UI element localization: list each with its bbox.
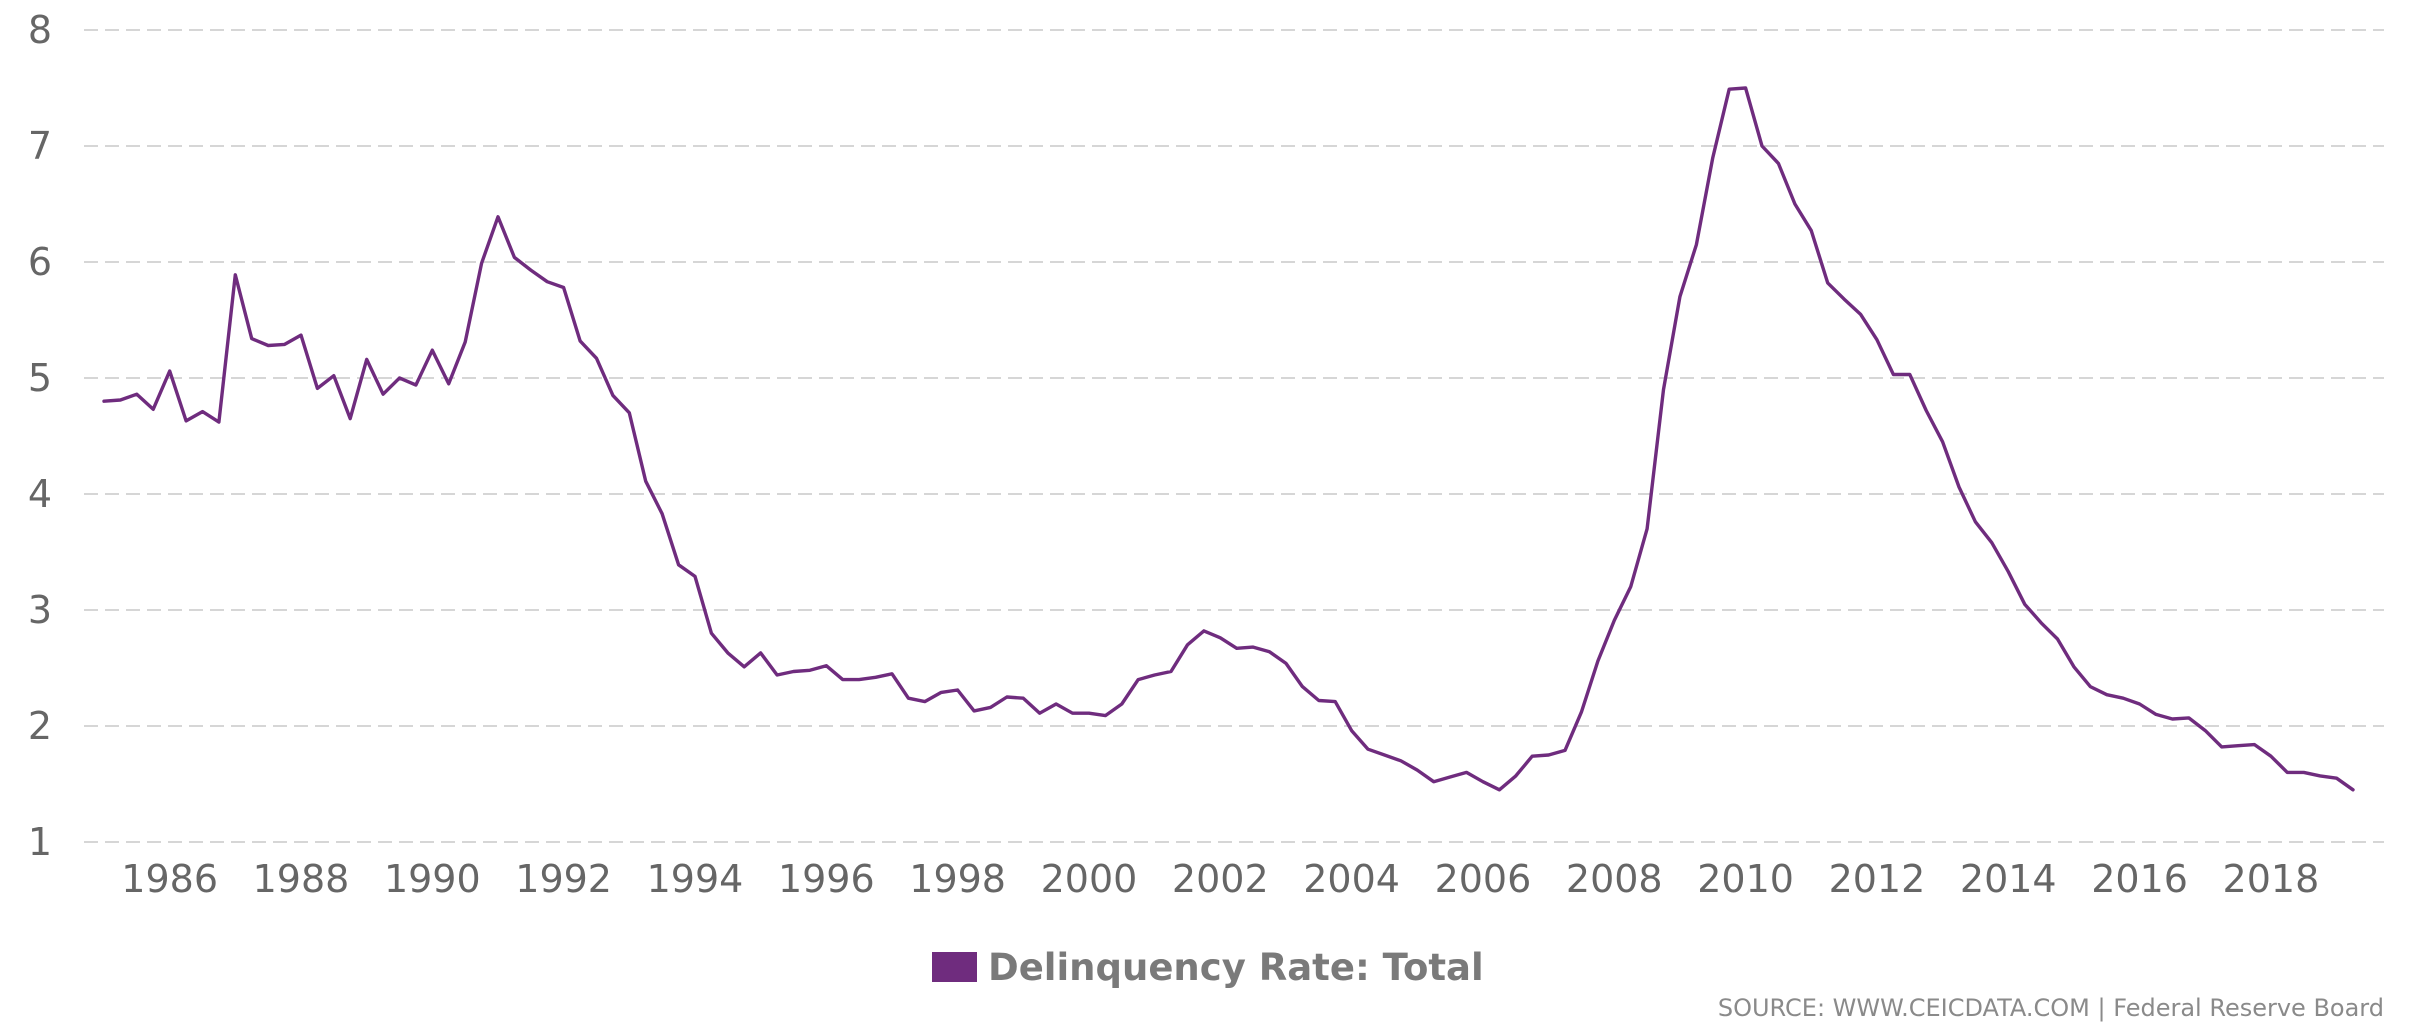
y-axis: 1 2 3 4 5 6 7 8 [28,8,52,864]
x-tick-label-2006: 2006 [1435,857,1532,901]
x-tick-label-1988: 1988 [253,857,350,901]
x-tick-label-2002: 2002 [1172,857,1269,901]
gridlines [84,29,2384,843]
series-line-delinquency-rate-total [102,86,2355,792]
y-tick-label-1: 1 [28,820,52,864]
y-tick-label-4: 4 [28,472,52,516]
legend-swatch[interactable] [932,952,977,982]
x-tick-label-2010: 2010 [1697,857,1794,901]
y-tick-label-3: 3 [28,588,52,632]
x-tick-label-2000: 2000 [1041,857,1138,901]
legend[interactable]: Delinquency Rate: Total [932,946,1484,989]
x-tick-label-1990: 1990 [384,857,481,901]
x-tick-label-1994: 1994 [647,857,744,901]
source-note: SOURCE: WWW.CEICDATA.COM | Federal Reser… [1718,994,2384,1022]
x-axis: 1986 1988 1990 1992 1994 1996 1998 2000 2002 2004… [121,857,2319,901]
x-tick-label-2016: 2016 [2091,857,2188,901]
x-tick-label-1992: 1992 [515,857,612,901]
x-tick-label-2018: 2018 [2223,857,2320,901]
x-tick-label-1986: 1986 [121,857,218,901]
x-tick-label-2004: 2004 [1303,857,1400,901]
x-tick-label-2008: 2008 [1566,857,1663,901]
x-tick-label-1998: 1998 [909,857,1006,901]
y-tick-label-7: 7 [28,124,52,168]
y-tick-label-6: 6 [28,240,52,284]
y-tick-label-5: 5 [28,356,52,400]
legend-label[interactable]: Delinquency Rate: Total [988,946,1484,989]
x-tick-label-2012: 2012 [1829,857,1926,901]
x-tick-label-2014: 2014 [1960,857,2057,901]
y-tick-label-8: 8 [28,8,52,52]
x-tick-label-1996: 1996 [778,857,875,901]
y-tick-label-2: 2 [28,704,52,748]
series-group [102,86,2355,792]
